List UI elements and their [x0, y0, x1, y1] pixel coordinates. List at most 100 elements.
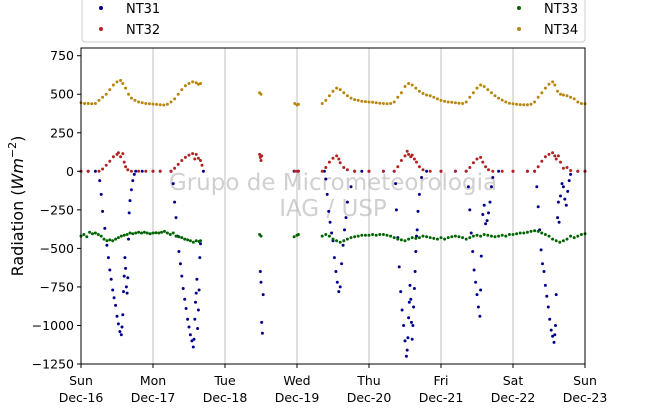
point-nt33-1 [82, 233, 86, 236]
point-nt34-104 [547, 82, 551, 86]
point-nt33-98 [500, 233, 504, 237]
point-nt34-82 [468, 95, 472, 99]
point-nt31-90 [360, 169, 364, 173]
x-tick-day-6: Sat [503, 373, 524, 388]
point-nt31-55 [194, 300, 197, 304]
point-nt31-81 [337, 290, 341, 294]
point-nt31-18 [120, 325, 124, 329]
point-nt34-97 [522, 103, 526, 107]
point-nt31-125 [466, 185, 470, 189]
point-nt31-163 [554, 293, 558, 297]
point-nt33-39 [191, 240, 195, 244]
point-nt34-66 [410, 83, 414, 87]
point-nt34-93 [507, 101, 511, 105]
point-nt34-30 [183, 84, 187, 88]
point-nt33-38 [188, 239, 192, 243]
point-nt33-18 [131, 232, 135, 236]
y-tick-label-3: 0 [66, 164, 74, 179]
y-axis-label: Radiation (Wm−2) [6, 136, 27, 277]
point-nt31-170 [563, 197, 567, 201]
point-nt31-126 [468, 208, 472, 212]
point-nt33-117 [569, 234, 573, 238]
point-nt32-78 [536, 165, 540, 169]
point-nt31-71 [322, 169, 326, 173]
point-nt31-5 [101, 209, 105, 213]
point-nt34-73 [435, 97, 439, 101]
point-nt34-49 [349, 96, 353, 100]
x-tick-date-5: Dec-21 [419, 390, 464, 405]
point-nt31-137 [482, 203, 486, 207]
x-tick-day-1: Mon [140, 373, 166, 388]
point-nt31-64 [258, 270, 262, 273]
point-nt33-37 [186, 238, 190, 242]
point-nt34-75 [443, 99, 447, 103]
point-nt34-68 [417, 89, 421, 93]
point-nt34-107 [556, 89, 560, 93]
point-nt32-77 [533, 169, 537, 173]
point-nt34-111 [569, 95, 573, 99]
point-nt34-114 [579, 102, 583, 105]
point-nt31-139 [485, 219, 489, 223]
point-nt34-74 [439, 98, 443, 102]
point-nt32-68 [475, 157, 479, 161]
point-nt32-10 [121, 152, 125, 156]
point-nt34-86 [482, 85, 486, 88]
point-nt33-77 [425, 235, 429, 239]
point-nt31-15 [116, 322, 120, 326]
point-nt32-49 [381, 169, 385, 173]
point-nt32-54 [405, 149, 409, 153]
point-nt31-134 [479, 288, 483, 292]
point-nt34-5 [97, 98, 101, 102]
point-nt31-144 [497, 169, 501, 173]
point-nt31-21 [122, 274, 126, 278]
point-nt34-7 [104, 92, 108, 96]
point-nt31-174 [569, 172, 573, 176]
y-axis-label-base: Radiation ( [8, 189, 27, 276]
point-nt34-62 [396, 95, 400, 99]
point-nt31-31 [131, 179, 135, 183]
point-nt34-92 [504, 100, 508, 104]
point-nt33-15 [122, 233, 126, 237]
point-nt32-33 [259, 159, 263, 162]
point-nt32-86 [559, 160, 562, 164]
legend-marker-nt32 [99, 27, 103, 31]
x-tick-date-2: Dec-18 [203, 390, 248, 405]
point-nt33-40 [194, 239, 198, 243]
point-nt34-21 [151, 102, 155, 106]
point-nt32-37 [296, 169, 300, 173]
point-nt31-149 [536, 205, 540, 209]
point-nt32-80 [543, 155, 547, 159]
point-nt33-105 [525, 230, 529, 234]
legend-frame [81, 0, 586, 43]
point-nt31-50 [188, 333, 192, 337]
point-nt31-171 [564, 203, 568, 207]
point-nt33-42 [199, 239, 202, 243]
point-nt33-9 [105, 239, 109, 243]
point-nt32-24 [187, 153, 191, 157]
axis-ticks: 7505002500−250−500−750−1000−1250SunDec-1… [32, 48, 608, 405]
point-nt31-8 [106, 256, 110, 260]
point-nt32-29 [199, 159, 202, 162]
point-nt33-33 [174, 234, 178, 238]
point-nt31-84 [341, 243, 345, 247]
point-nt31-44 [180, 274, 184, 278]
point-nt34-108 [559, 92, 562, 96]
point-nt34-94 [511, 102, 515, 106]
legend-label-nt32: NT32 [126, 23, 160, 38]
point-nt31-165 [556, 200, 560, 204]
y-axis-label-var: Wm [8, 158, 27, 189]
point-nt33-44 [259, 234, 263, 238]
point-nt33-58 [356, 234, 360, 238]
x-tick-day-2: Tue [213, 373, 236, 388]
legend-label-nt31: NT31 [126, 2, 160, 17]
point-nt31-105 [407, 316, 411, 320]
point-nt31-10 [109, 277, 113, 281]
point-nt33-115 [561, 239, 565, 243]
point-nt34-63 [399, 91, 403, 95]
point-nt34-85 [479, 83, 483, 87]
series-nt32 [79, 149, 587, 173]
point-nt33-118 [572, 236, 576, 240]
point-nt32-26 [193, 157, 197, 161]
point-nt33-75 [417, 236, 421, 240]
